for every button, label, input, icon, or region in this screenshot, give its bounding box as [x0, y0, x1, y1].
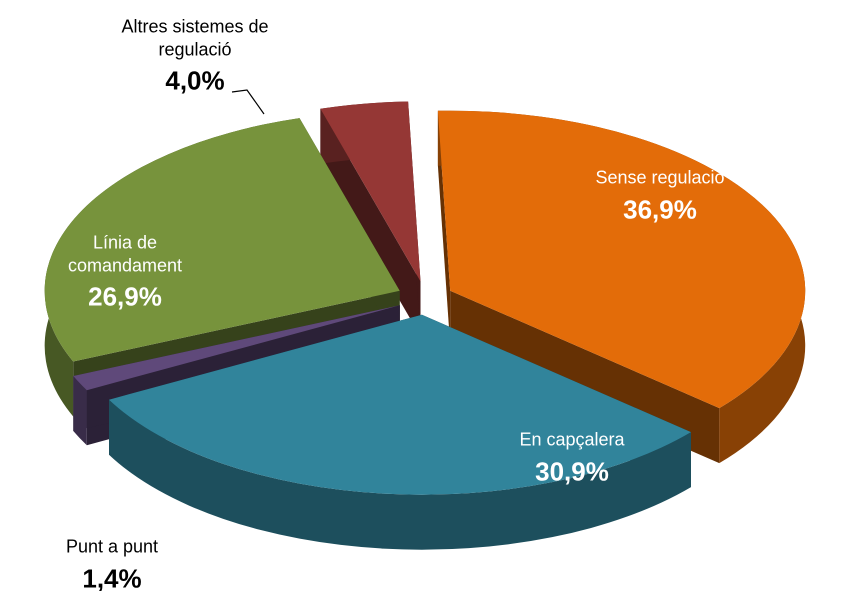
slice-label: Punt a punt 1,4%	[32, 536, 192, 591]
category-label: Línia de comandament	[67, 232, 183, 275]
slice-label: Altres sistemes de regulació 4,0%	[100, 15, 290, 97]
category-label: Sense regulació	[595, 167, 725, 188]
slice-top	[73, 305, 400, 391]
leader-line	[231, 89, 265, 115]
category-label: Punt a punt	[65, 536, 159, 557]
slice-label: Línia de comandament 26,9%	[50, 231, 200, 313]
slice-label: En capçalera 30,9%	[472, 429, 672, 488]
value-label: 26,9%	[88, 281, 162, 312]
slice-top	[109, 314, 691, 495]
slice-side	[437, 110, 451, 346]
value-label: 1,4%	[82, 563, 142, 591]
value-label: 36,9%	[623, 194, 697, 224]
slice-top	[320, 101, 421, 282]
slice-top	[437, 110, 806, 409]
slice-side	[320, 108, 421, 337]
value-label: 4,0%	[165, 65, 225, 96]
slice-wall	[109, 399, 691, 550]
pie-slice	[320, 101, 421, 337]
category-label: En capçalera	[519, 429, 625, 450]
pie-slice	[109, 314, 691, 550]
slice-top	[44, 118, 400, 362]
value-label: 30,9%	[535, 456, 609, 486]
category-label: Altres sistemes de regulació	[121, 16, 269, 59]
slice-wall	[73, 376, 87, 446]
slice-label: Sense regulació 36,9%	[560, 167, 760, 226]
